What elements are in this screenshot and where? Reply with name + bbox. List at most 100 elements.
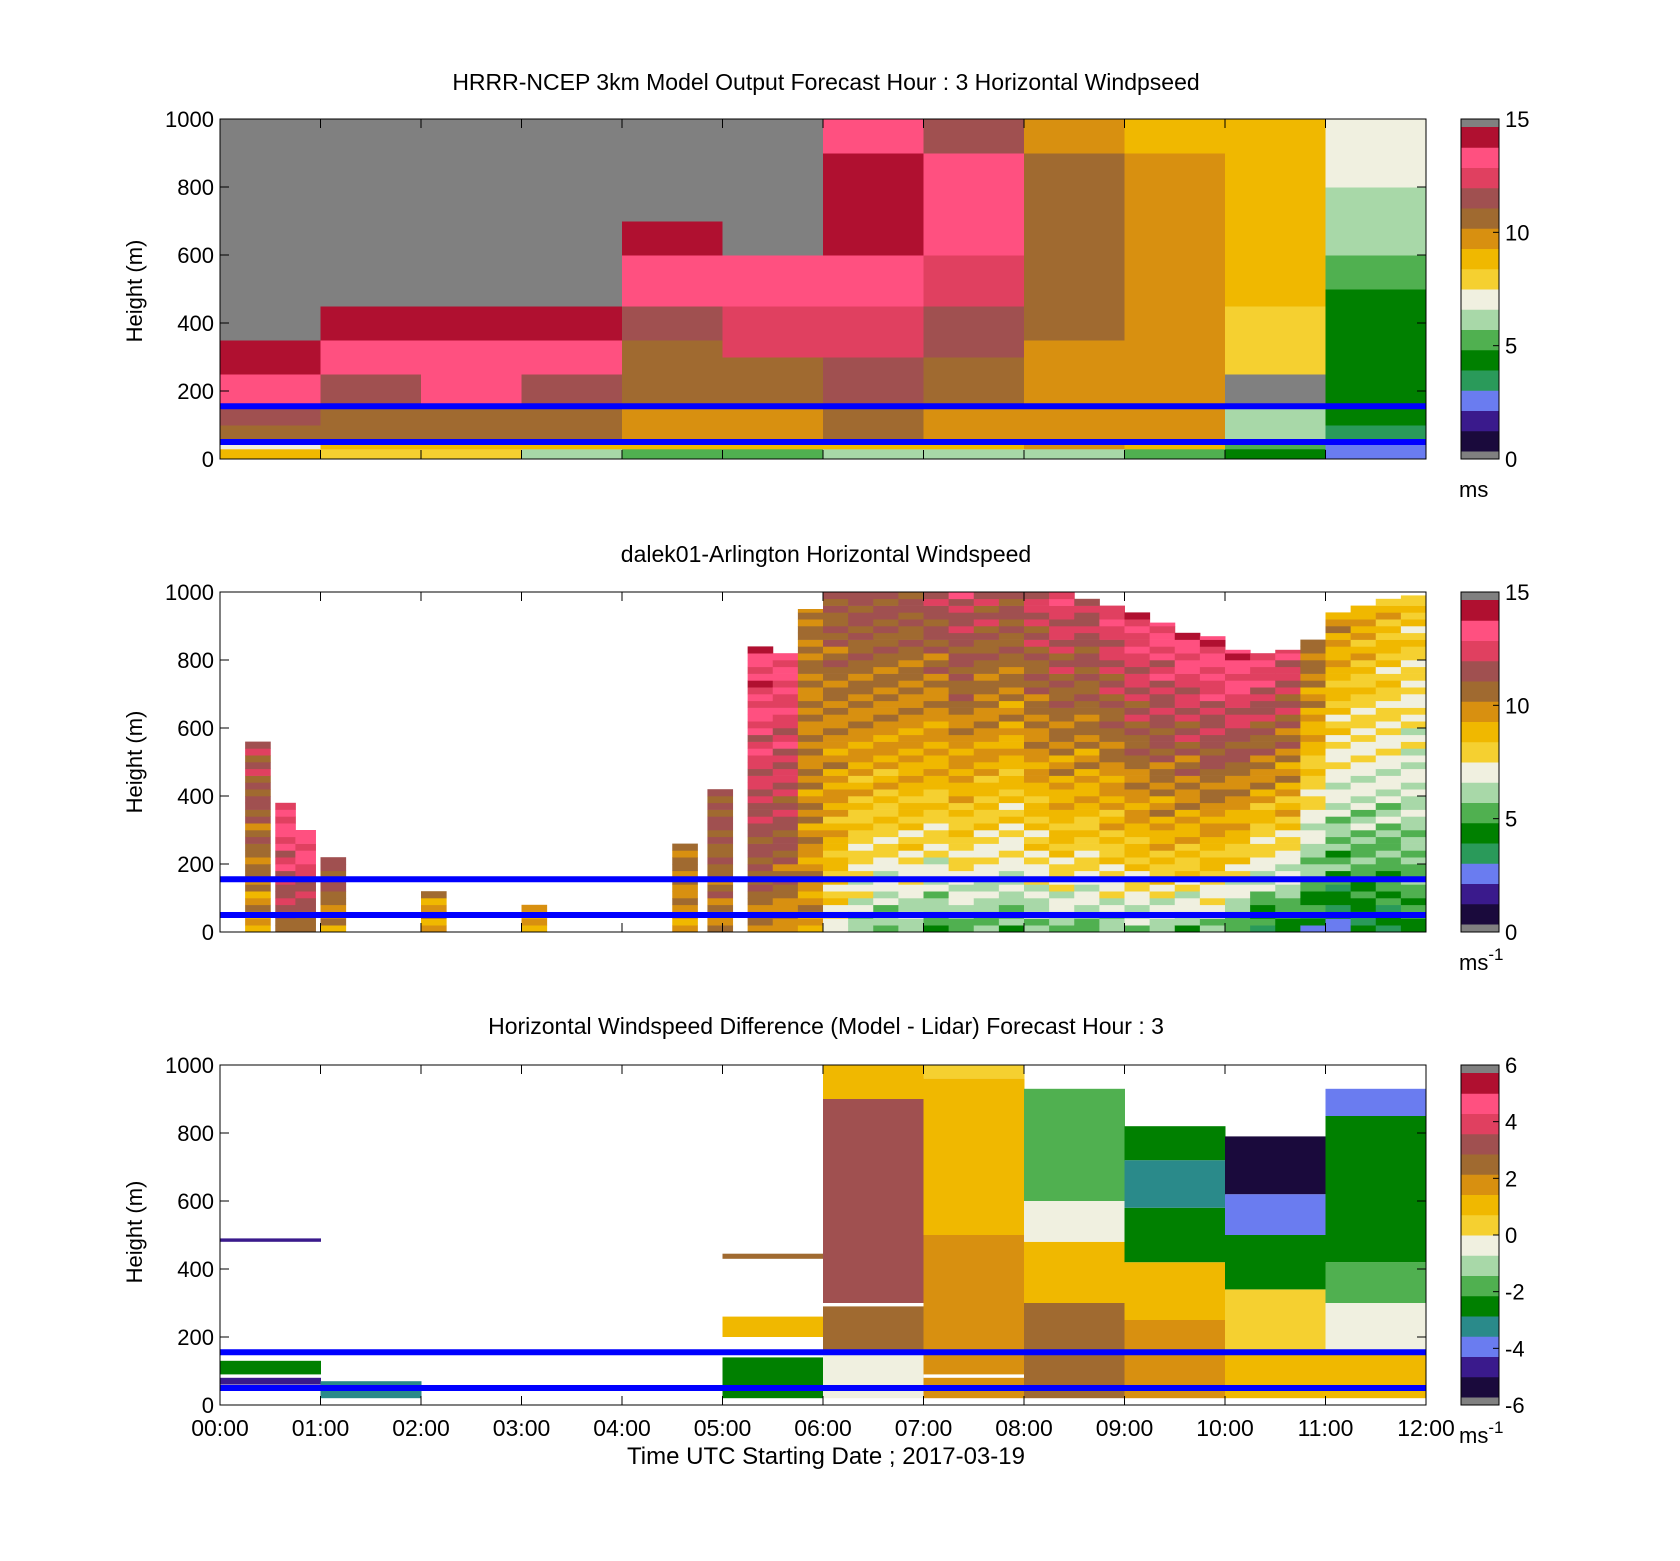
heatmap-cell [1049, 782, 1075, 790]
heatmap-cell [1174, 741, 1201, 749]
heatmap-cell [823, 660, 849, 668]
heatmap-cell [1049, 714, 1075, 722]
heatmap-cell [421, 925, 447, 933]
heatmap-cell [521, 925, 548, 933]
heatmap-cell [973, 646, 1000, 654]
x-tick-label: 12:00 [1397, 1415, 1455, 1441]
heatmap-cell [973, 619, 1000, 627]
heatmap-cell [1049, 891, 1075, 899]
heatmap-cell [823, 632, 849, 640]
heatmap-cell [873, 864, 899, 872]
y-tick-label: 1000 [165, 580, 214, 605]
heatmap-cell [1300, 660, 1326, 668]
heatmap-cell [521, 918, 548, 926]
heatmap-cell [1325, 816, 1352, 824]
x-tick-label: 04:00 [593, 1415, 651, 1441]
heatmap-cell [1300, 680, 1326, 688]
heatmap-cell [823, 728, 849, 736]
heatmap-cell [1199, 748, 1226, 756]
heatmap-cell [1300, 809, 1326, 817]
heatmap-cell [923, 605, 950, 613]
heatmap-cell [747, 857, 774, 865]
heatmap-cell [873, 700, 899, 708]
heatmap-cell [1149, 843, 1176, 851]
heatmap-cell [1199, 639, 1226, 647]
heatmap-cell [1275, 660, 1301, 668]
heatmap-cell [1174, 680, 1201, 688]
heatmap-cell [873, 796, 899, 804]
heatmap-cell [1250, 707, 1276, 715]
heatmap-cell [421, 898, 447, 906]
heatmap-cell [1124, 741, 1151, 749]
heatmap-cell [973, 782, 1000, 790]
heatmap-cell [1124, 748, 1151, 756]
heatmap-cell [973, 802, 1000, 810]
heatmap-cell [1099, 612, 1125, 620]
heatmap-cell [823, 741, 849, 749]
heatmap-cell [823, 1065, 924, 1099]
heatmap-cell [1225, 1136, 1326, 1195]
heatmap-cell [998, 898, 1025, 906]
panel-model: HRRR-NCEP 3km Model Output Forecast Hour… [122, 69, 1529, 502]
heatmap-cell [245, 741, 271, 749]
heatmap-cell [1024, 612, 1050, 620]
heatmap-cell [1325, 809, 1352, 817]
heatmap-cell [848, 768, 874, 776]
heatmap-cell [245, 836, 271, 844]
heatmap-cell [1375, 802, 1402, 810]
heatmap-cell [823, 673, 849, 681]
heatmap-cell [747, 748, 774, 756]
heatmap-cell [1074, 864, 1100, 872]
heatmap-cell [320, 857, 347, 865]
heatmap-cell [923, 626, 950, 634]
heatmap-cell [1375, 809, 1402, 817]
heatmap-cell [1250, 768, 1276, 776]
heatmap-cell [722, 442, 824, 450]
colorbar-tick-label: 2 [1505, 1166, 1517, 1191]
heatmap-cell [873, 870, 899, 878]
heatmap-cell [797, 802, 824, 810]
heatmap-cell [275, 809, 296, 817]
heatmap-cell [898, 796, 924, 804]
heatmap-cell [1300, 802, 1326, 810]
heatmap-cell [1149, 789, 1176, 797]
heatmap-cell [848, 802, 874, 810]
colorbar-tick-label: -4 [1505, 1336, 1525, 1361]
heatmap-cell [1250, 898, 1276, 906]
heatmap-cell [1149, 639, 1176, 647]
heatmap-cell [220, 448, 321, 460]
heatmap-cell [1124, 619, 1151, 627]
y-tick-label: 600 [177, 716, 214, 741]
heatmap-cell [873, 918, 899, 926]
heatmap-cell [1325, 1303, 1427, 1351]
heatmap-cell [1074, 755, 1100, 763]
heatmap-cell [1275, 707, 1301, 715]
heatmap-cell [998, 843, 1025, 851]
heatmap-cell [1325, 782, 1352, 790]
heatmap-cell [672, 884, 698, 892]
heatmap-cell [998, 823, 1025, 831]
heatmap-cell [1124, 1126, 1226, 1161]
heatmap-cell [1300, 639, 1326, 647]
heatmap-cell [873, 809, 899, 817]
heatmap-cell [898, 789, 924, 797]
heatmap-cell [1124, 442, 1226, 450]
heatmap-cell [1074, 639, 1100, 647]
heatmap-cell [1049, 646, 1075, 654]
heatmap-cell [1325, 734, 1352, 742]
heatmap-cell [747, 850, 774, 858]
heatmap-cell [823, 653, 849, 661]
heatmap-cell [1199, 891, 1226, 899]
heatmap-cell [1049, 802, 1075, 810]
heatmap-cell [1225, 836, 1251, 844]
heatmap-cell [823, 816, 849, 824]
heatmap-cell [1124, 796, 1151, 804]
colorbar-cap [1461, 1397, 1499, 1405]
heatmap-cell [320, 870, 347, 878]
heatmap-cell [1325, 714, 1352, 722]
heatmap-cell [1024, 864, 1050, 872]
heatmap-cell [1124, 673, 1151, 681]
heatmap-cell [421, 340, 522, 375]
heatmap-cell [1275, 830, 1301, 838]
